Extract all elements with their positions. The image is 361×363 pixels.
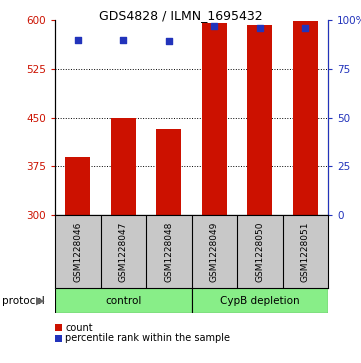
Bar xyxy=(55,288,191,313)
Bar xyxy=(156,129,181,215)
Bar xyxy=(202,23,227,215)
Text: GSM1228050: GSM1228050 xyxy=(255,221,264,282)
Point xyxy=(166,38,171,44)
Text: percentile rank within the sample: percentile rank within the sample xyxy=(65,333,230,343)
Text: ▶: ▶ xyxy=(36,295,45,306)
Text: count: count xyxy=(65,322,93,333)
Bar xyxy=(247,25,272,215)
Text: control: control xyxy=(105,295,142,306)
Text: GSM1228048: GSM1228048 xyxy=(164,221,173,282)
Point xyxy=(75,37,81,42)
Text: GDS4828 / ILMN_1695432: GDS4828 / ILMN_1695432 xyxy=(99,9,262,22)
Bar xyxy=(111,118,136,215)
Point xyxy=(257,25,263,31)
Point xyxy=(211,23,217,29)
Point xyxy=(120,37,126,42)
Bar xyxy=(191,288,328,313)
Text: GSM1228047: GSM1228047 xyxy=(119,221,128,282)
Point xyxy=(303,25,308,31)
Text: GSM1228046: GSM1228046 xyxy=(73,221,82,282)
Bar xyxy=(293,21,318,215)
Text: GSM1228049: GSM1228049 xyxy=(210,221,219,282)
Text: CypB depletion: CypB depletion xyxy=(220,295,300,306)
Bar xyxy=(65,156,90,215)
Text: protocol: protocol xyxy=(2,295,44,306)
Text: GSM1228051: GSM1228051 xyxy=(301,221,310,282)
